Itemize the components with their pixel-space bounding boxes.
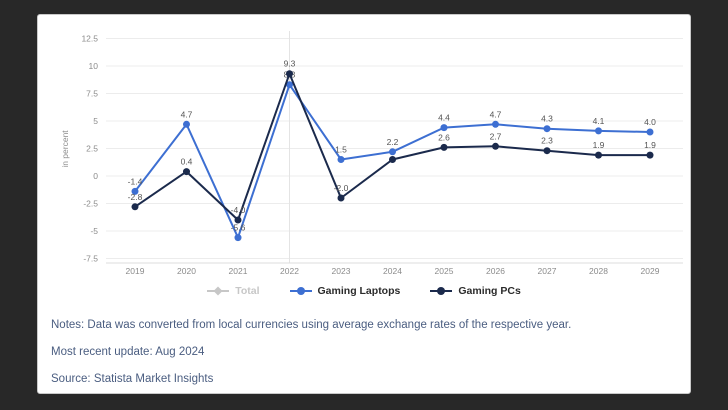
chart-card: 12.5 10 7.5 5 2.5 0 -2.5 -5 -7.5 2019 2020 2021 2022… — [37, 14, 691, 394]
y-tick-label: 7.5 — [86, 89, 98, 99]
chart-footer: Notes: Data was converted from local cur… — [51, 318, 571, 399]
y-tick-label: 0 — [93, 171, 98, 181]
legend-label: Gaming PCs — [458, 285, 521, 297]
data-label: -2.0 — [334, 183, 349, 193]
data-point-gaming-pcs[interactable] — [234, 216, 242, 224]
y-tick-label: -5 — [90, 226, 98, 236]
y-axis-title: in percent — [60, 130, 70, 168]
y-tick-label: 10 — [89, 61, 99, 71]
legend-label: Total — [235, 285, 260, 297]
data-label: -1.4 — [128, 176, 143, 186]
y-tick-label: -2.5 — [83, 199, 98, 209]
legend-item-gaming-laptops[interactable]: Gaming Laptops — [289, 285, 401, 297]
x-tick-label: 2026 — [486, 266, 505, 276]
data-point-gaming-pcs[interactable] — [337, 194, 345, 202]
data-point-gaming-pcs[interactable] — [646, 151, 654, 159]
data-point-gaming-laptops[interactable] — [595, 127, 602, 135]
data-point-gaming-laptops[interactable] — [543, 125, 551, 133]
data-point-gaming-laptops[interactable] — [389, 148, 396, 156]
chart-legend: Total Gaming Laptops Gaming PCs — [38, 285, 690, 297]
x-tick-label: 2029 — [641, 266, 660, 276]
data-point-gaming-pcs[interactable] — [183, 168, 190, 176]
x-tick-label: 2022 — [280, 266, 299, 276]
x-tick-label: 2020 — [177, 266, 196, 276]
data-point-gaming-laptops[interactable] — [286, 81, 293, 89]
data-label: -5.6 — [231, 223, 246, 233]
data-label: 4.7 — [181, 109, 193, 119]
data-point-gaming-pcs[interactable] — [543, 147, 551, 155]
data-label: 9.3 — [284, 59, 296, 69]
data-label: 1.9 — [644, 140, 656, 150]
update-text: Most recent update: Aug 2024 — [51, 346, 205, 358]
x-tick-label: 2019 — [126, 266, 145, 276]
data-point-gaming-laptops[interactable] — [183, 120, 190, 128]
chart-svg[interactable]: 12.5 10 7.5 5 2.5 0 -2.5 -5 -7.5 2019 2020 2021 2022… — [38, 15, 692, 283]
y-tick-label: 12.5 — [81, 34, 98, 44]
data-label: -4.0 — [231, 205, 246, 215]
y-tick-label: -7.5 — [83, 254, 98, 264]
legend-marker-icon — [207, 286, 230, 296]
x-tick-label: 2024 — [383, 266, 402, 276]
data-label: 1.5 — [335, 145, 347, 155]
notes-text: Notes: Data was converted from local cur… — [51, 319, 572, 331]
series-line-gaming-pcs — [134, 72, 650, 221]
source-text: Source: Statista Market Insights — [51, 373, 214, 385]
data-point-gaming-laptops[interactable] — [440, 124, 448, 132]
data-point-gaming-pcs[interactable] — [131, 203, 139, 211]
x-tick-label: 2025 — [435, 266, 454, 276]
data-point-gaming-pcs[interactable] — [440, 143, 448, 151]
data-label: 2.2 — [387, 137, 399, 147]
legend-item-total[interactable]: Total — [207, 285, 260, 297]
data-point-gaming-pcs[interactable] — [389, 156, 396, 163]
data-point-gaming-laptops[interactable] — [131, 187, 139, 195]
legend-marker-icon — [289, 287, 312, 295]
data-point-gaming-laptops[interactable] — [646, 128, 654, 136]
data-label: 2.7 — [490, 131, 502, 141]
data-point-gaming-pcs[interactable] — [286, 70, 293, 78]
data-point-gaming-pcs[interactable] — [492, 142, 499, 150]
x-tick-label: 2027 — [538, 266, 557, 276]
data-label: 2.3 — [541, 136, 553, 146]
data-point-gaming-laptops[interactable] — [337, 156, 345, 163]
legend-marker-icon — [430, 287, 453, 295]
data-label: 4.3 — [541, 114, 553, 124]
x-tick-label: 2028 — [589, 266, 608, 276]
data-point-gaming-laptops[interactable] — [234, 234, 242, 242]
data-point-gaming-pcs[interactable] — [595, 151, 602, 159]
legend-label: Gaming Laptops — [317, 285, 401, 297]
data-point-gaming-laptops[interactable] — [492, 120, 499, 128]
data-label: 4.0 — [644, 117, 656, 127]
x-tick-label: 2021 — [229, 266, 248, 276]
data-label: 0.4 — [181, 157, 193, 167]
x-tick-label: 2023 — [332, 266, 351, 276]
y-tick-label: 5 — [93, 116, 98, 126]
data-label: 4.7 — [490, 109, 502, 119]
data-label: 4.4 — [438, 113, 450, 123]
legend-item-gaming-pcs[interactable]: Gaming PCs — [430, 285, 521, 297]
y-tick-label: 2.5 — [86, 144, 98, 154]
data-label: 1.9 — [593, 140, 605, 150]
data-label: -2.8 — [128, 192, 143, 202]
data-label: 4.1 — [593, 116, 605, 126]
data-label: 2.6 — [438, 132, 450, 142]
